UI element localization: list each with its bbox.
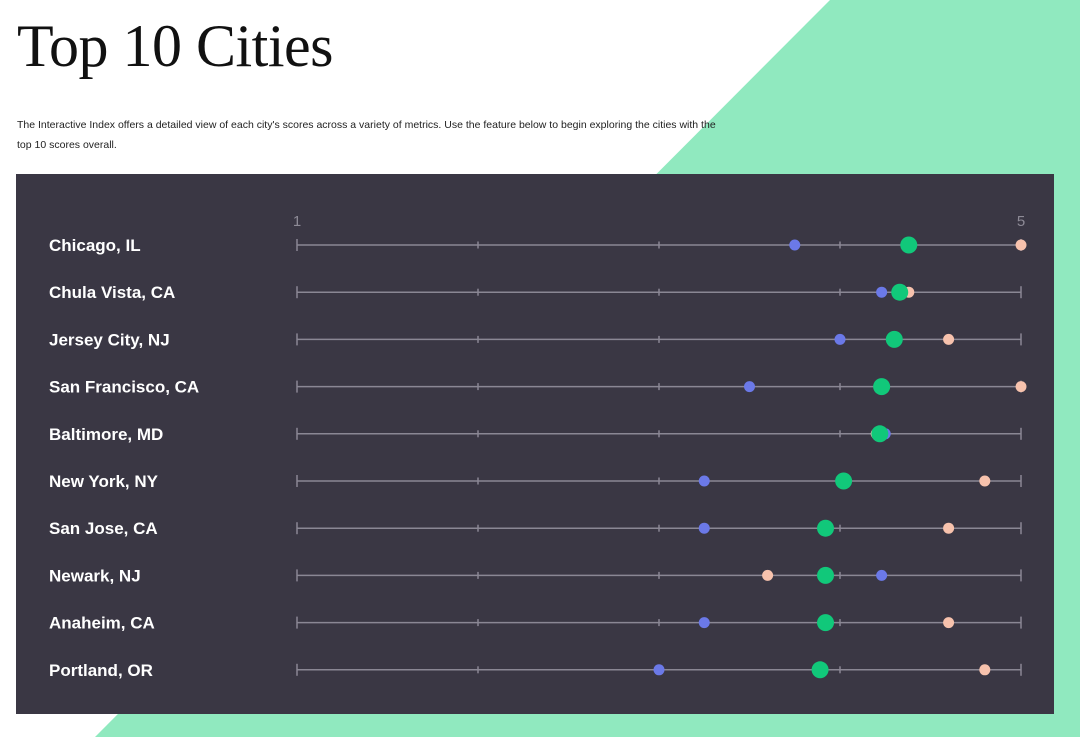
score-dot[interactable]	[1015, 239, 1027, 251]
score-dot[interactable]	[817, 519, 835, 537]
score-dot[interactable]	[943, 617, 955, 629]
score-dot[interactable]	[873, 378, 891, 396]
city-label: Jersey City, NJ	[49, 330, 170, 349]
score-dot[interactable]	[876, 569, 888, 581]
axis-label-min: 1	[293, 213, 301, 230]
city-label: Portland, OR	[49, 661, 153, 680]
dot-plot-chart: 1 5 Chicago, IL Chula Vista, CA Jersey City…	[49, 213, 1027, 680]
score-dot[interactable]	[979, 664, 991, 676]
score-dot[interactable]	[762, 569, 774, 581]
score-dot[interactable]	[885, 330, 903, 348]
city-label: Chicago, IL	[49, 236, 141, 255]
score-dot[interactable]	[871, 425, 889, 443]
score-dot[interactable]	[891, 283, 909, 301]
score-dot[interactable]	[698, 475, 710, 487]
city-label: San Jose, CA	[49, 519, 158, 538]
score-dot[interactable]	[943, 333, 955, 345]
city-label: Newark, NJ	[49, 566, 141, 585]
score-dot[interactable]	[943, 522, 955, 534]
score-dot[interactable]	[900, 236, 918, 254]
score-dot[interactable]	[811, 661, 829, 679]
city-label: Chula Vista, CA	[49, 283, 175, 302]
score-dot[interactable]	[1015, 381, 1027, 393]
score-dot[interactable]	[834, 333, 846, 345]
city-label: Anaheim, CA	[49, 614, 155, 633]
score-dot[interactable]	[789, 239, 801, 251]
axis-label-max: 5	[1017, 213, 1025, 230]
score-dot[interactable]	[817, 614, 835, 632]
score-dot[interactable]	[744, 381, 755, 393]
city-label: San Francisco, CA	[49, 378, 199, 397]
dot-plot-panel: 1 5 Chicago, IL Chula Vista, CA Jersey City…	[16, 174, 1054, 714]
score-dot[interactable]	[698, 617, 710, 629]
score-dot[interactable]	[817, 566, 835, 584]
score-dot[interactable]	[653, 664, 665, 676]
score-dot[interactable]	[835, 472, 853, 490]
city-label: Baltimore, MD	[49, 425, 163, 444]
score-dot[interactable]	[979, 475, 991, 487]
page-description: The Interactive Index offers a detailed …	[17, 119, 716, 151]
score-dot[interactable]	[876, 286, 888, 298]
score-dot[interactable]	[698, 522, 710, 534]
city-label: New York, NY	[49, 472, 159, 491]
page-title: Top 10 Cities	[17, 13, 333, 79]
